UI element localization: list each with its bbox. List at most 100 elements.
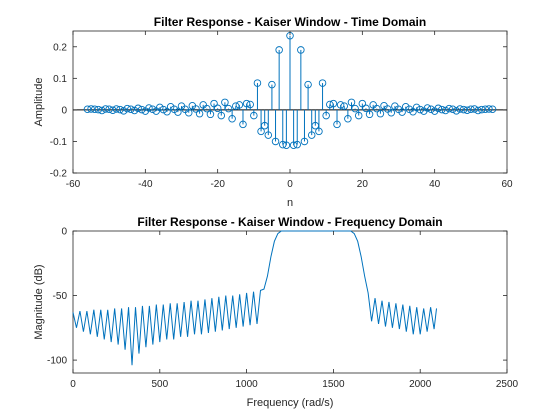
stem-marker xyxy=(427,105,435,114)
x-tick-label: 1500 xyxy=(322,379,345,390)
stem-marker xyxy=(174,108,182,116)
stem-marker xyxy=(239,120,247,129)
stem-marker xyxy=(456,105,464,113)
stem-marker xyxy=(300,137,309,146)
y-tick-label: -0.2 xyxy=(50,169,68,180)
stem-marker xyxy=(449,105,457,114)
x-tick-label: 20 xyxy=(357,179,369,190)
stem-marker xyxy=(304,80,312,89)
stem-marker xyxy=(358,99,367,108)
frequency-domain-x-ticks: 0 500 1000 1500 2000 2500 xyxy=(70,231,519,390)
stem-marker xyxy=(474,106,482,115)
stem-marker xyxy=(362,104,370,113)
stem-marker xyxy=(289,141,298,149)
stem-marker xyxy=(90,105,99,114)
y-tick-label: 0.1 xyxy=(53,74,67,85)
stem-marker xyxy=(351,104,359,113)
frequency-domain-axes: Filter Response - Kaiser Window - Freque… xyxy=(33,215,519,409)
stem-marker xyxy=(264,131,273,139)
stem-marker xyxy=(250,111,258,120)
y-tick-label: -100 xyxy=(47,356,67,367)
y-tick-label: -0.1 xyxy=(50,137,68,148)
stem-marker xyxy=(412,103,421,112)
y-tick-label: -50 xyxy=(53,291,68,302)
stem-marker xyxy=(333,120,341,129)
time-domain-axes: Filter Response - Kaiser Window - Time D… xyxy=(33,15,513,209)
stem-marker xyxy=(192,105,200,113)
x-tick-label: 0 xyxy=(70,379,76,390)
stem-marker xyxy=(119,107,128,115)
stem-marker xyxy=(387,108,396,117)
stem-marker xyxy=(156,103,164,112)
stem-marker xyxy=(242,99,251,108)
magnitude-curve xyxy=(72,230,438,366)
stem-marker xyxy=(398,108,406,116)
stem-marker xyxy=(228,114,236,123)
stem-marker xyxy=(224,104,233,113)
time-domain-y-label: Amplitude xyxy=(33,78,45,127)
stem-marker xyxy=(127,105,135,114)
stem-marker xyxy=(445,104,453,113)
stem-marker xyxy=(145,104,153,112)
frequency-domain-y-label: Magnitude (dB) xyxy=(33,264,45,339)
stem-marker xyxy=(257,127,265,136)
stem-marker xyxy=(221,98,229,107)
stem-marker xyxy=(148,105,157,114)
frequency-domain-y-ticks: -100 -50 0 xyxy=(47,227,507,367)
stem-marker xyxy=(268,80,276,89)
frequency-domain-x-label: Frequency (rad/s) xyxy=(247,397,334,409)
frequency-domain-title: Filter Response - Kaiser Window - Freque… xyxy=(137,215,442,229)
y-tick-label: 0.2 xyxy=(53,42,67,53)
x-tick-label: 60 xyxy=(501,179,513,190)
stem-marker xyxy=(217,111,226,120)
stem-marker xyxy=(488,105,497,114)
stem-marker xyxy=(112,105,121,113)
stem-marker xyxy=(434,104,443,113)
x-tick-label: 0 xyxy=(287,179,293,190)
x-tick-label: 1000 xyxy=(235,379,258,390)
time-domain-x-ticks: -60 -40 -20 0 20 40 60 xyxy=(66,31,513,190)
y-tick-label: 0 xyxy=(61,105,67,116)
stem-marker xyxy=(94,105,103,114)
stem-marker xyxy=(315,127,323,136)
stem-marker xyxy=(184,108,193,117)
stem-marker xyxy=(195,109,204,118)
time-domain-y-ticks: -0.2 -0.1 0 0.1 0.2 xyxy=(50,42,507,180)
stem-marker xyxy=(409,108,417,116)
stem-marker xyxy=(87,105,95,113)
stem-marker xyxy=(203,104,211,113)
stem-marker xyxy=(340,102,349,110)
stem-marker xyxy=(329,99,338,108)
stem-marker xyxy=(213,104,222,113)
stem-marker xyxy=(297,46,305,54)
stem-marker xyxy=(282,141,291,149)
x-tick-label: 40 xyxy=(429,179,441,190)
stem-marker xyxy=(452,107,461,115)
stem-marker xyxy=(105,105,113,114)
stem-marker xyxy=(109,106,117,114)
stem-marker xyxy=(307,131,316,139)
stem-marker xyxy=(365,110,374,119)
x-tick-label: 2500 xyxy=(496,379,519,390)
stem-marker xyxy=(318,79,327,87)
frequency-domain-curve-group xyxy=(72,230,438,366)
x-tick-label: -20 xyxy=(210,179,225,190)
stem-marker xyxy=(373,104,381,113)
stem-marker xyxy=(347,98,356,107)
frequency-domain-plot-area xyxy=(72,230,508,374)
stem-marker xyxy=(137,105,146,114)
x-tick-label: -40 xyxy=(138,179,153,190)
stem-marker xyxy=(423,104,432,112)
x-tick-label: -60 xyxy=(66,179,81,190)
x-tick-label: 2000 xyxy=(409,379,432,390)
stem-marker xyxy=(438,105,446,114)
stem-marker xyxy=(354,111,363,120)
stem-marker xyxy=(322,111,330,120)
stem-marker xyxy=(293,140,301,149)
stem-marker xyxy=(123,104,131,113)
stem-marker xyxy=(253,79,262,87)
stem-marker xyxy=(101,105,110,113)
stem-marker xyxy=(210,99,218,108)
stem-marker xyxy=(235,101,244,109)
